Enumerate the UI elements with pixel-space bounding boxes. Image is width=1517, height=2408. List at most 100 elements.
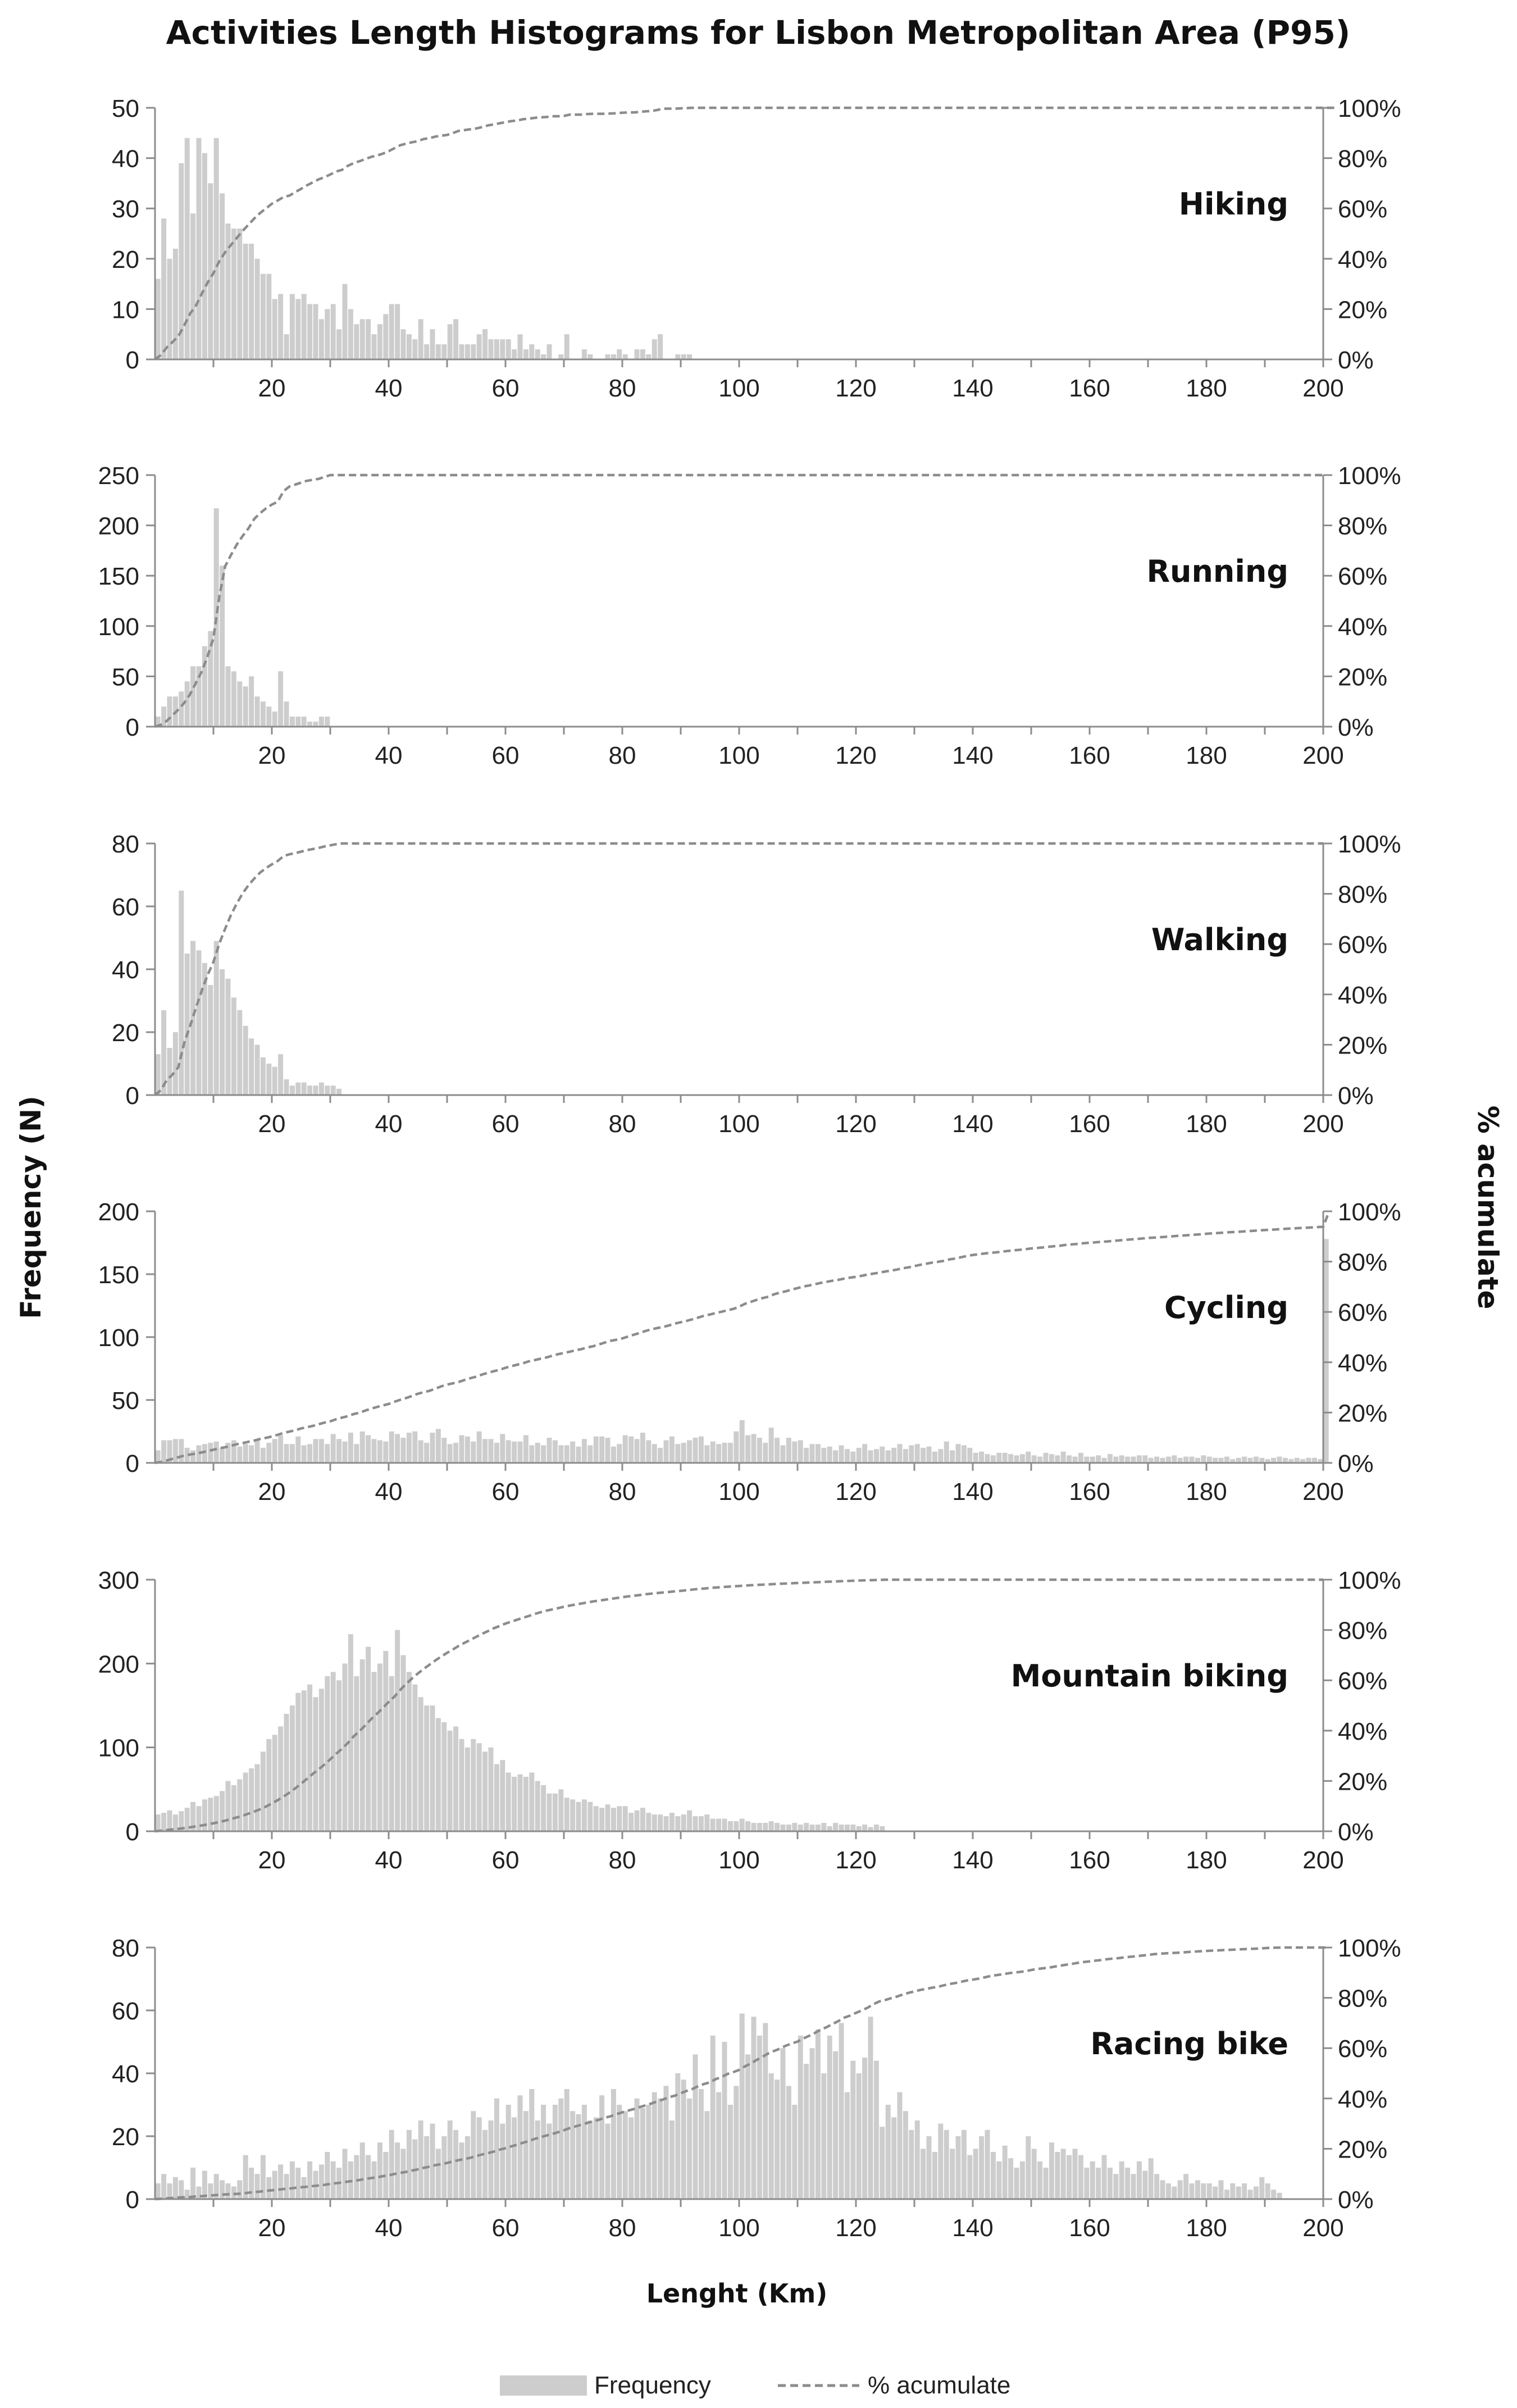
- bar: [254, 1764, 260, 1831]
- bar: [1160, 2180, 1165, 2199]
- bar: [220, 193, 225, 359]
- bar: [722, 1443, 727, 1463]
- bar: [167, 258, 172, 359]
- bar: [505, 2105, 511, 2199]
- y-tick-label: 50: [112, 1387, 139, 1415]
- bar: [786, 1825, 791, 1831]
- y2-tick-label: 80%: [1338, 1985, 1387, 2013]
- bar: [284, 1079, 289, 1095]
- bar: [546, 344, 552, 359]
- bar: [1160, 1458, 1165, 1463]
- bar: [342, 1663, 348, 1831]
- x-tick-label: 140: [952, 375, 993, 402]
- bar: [190, 213, 196, 359]
- bar: [482, 1439, 488, 1463]
- bar: [400, 1655, 406, 1831]
- bar: [389, 1676, 394, 1831]
- bar: [418, 1697, 423, 1831]
- y2-tick-label: 60%: [1338, 195, 1387, 223]
- y-tick-label: 200: [98, 1650, 139, 1678]
- x-tick-label: 20: [258, 1846, 286, 1874]
- bar: [325, 309, 330, 359]
- bar: [967, 1448, 973, 1463]
- bar: [558, 354, 564, 359]
- bar: [541, 354, 546, 359]
- bar: [1067, 2155, 1072, 2199]
- bar: [844, 1449, 850, 1463]
- x-tick-label: 200: [1302, 2214, 1343, 2242]
- bar: [1107, 1454, 1113, 1463]
- bar: [325, 2152, 330, 2199]
- bar: [231, 229, 236, 359]
- panel-label: Cycling: [1164, 1290, 1288, 1325]
- bar: [412, 339, 418, 359]
- bar: [955, 2136, 961, 2199]
- bar: [658, 1814, 663, 1831]
- bar: [318, 1689, 324, 1831]
- x-tick-label: 80: [609, 375, 636, 402]
- x-tick-label: 60: [492, 1110, 520, 1138]
- bar: [658, 334, 663, 359]
- bar: [658, 1448, 663, 1463]
- y2-tick-label: 60%: [1338, 931, 1387, 959]
- bar: [225, 224, 231, 359]
- bar: [161, 1440, 167, 1463]
- bar: [581, 1439, 587, 1463]
- bar: [208, 183, 213, 359]
- y-tick-label: 100: [98, 613, 139, 641]
- bar: [430, 1705, 435, 1831]
- bar: [529, 1772, 535, 1831]
- bar: [844, 2092, 850, 2199]
- bar: [272, 1735, 277, 1831]
- bar: [873, 2060, 879, 2199]
- bar: [558, 1445, 564, 1463]
- y-tick-label: 0: [126, 1818, 139, 1846]
- bar: [1084, 1456, 1090, 1463]
- bar: [926, 2136, 932, 2199]
- bar: [1183, 1456, 1189, 1463]
- bar: [1218, 1458, 1224, 1463]
- bar: [1265, 1459, 1270, 1463]
- bar: [751, 1434, 757, 1463]
- x-tick-label: 80: [609, 1110, 636, 1138]
- bar: [383, 314, 389, 359]
- bar: [921, 2149, 926, 2199]
- bar: [1060, 1451, 1066, 1463]
- bar: [243, 1444, 248, 1463]
- bar: [325, 1676, 330, 1831]
- bar: [1078, 1453, 1083, 1463]
- bar: [254, 1045, 260, 1095]
- bar: [184, 954, 190, 1095]
- x-tick-label: 180: [1186, 1478, 1227, 1506]
- bar: [330, 1434, 336, 1463]
- bar: [295, 299, 301, 359]
- y2-tick-label: 20%: [1338, 2136, 1387, 2163]
- bar: [856, 2073, 862, 2199]
- bar: [1259, 1458, 1265, 1463]
- bar: [587, 1445, 593, 1463]
- bar: [944, 1441, 949, 1463]
- x-tick-label: 120: [835, 1846, 876, 1874]
- bar: [804, 1448, 809, 1463]
- bar: [704, 1814, 710, 1831]
- y-tick-label: 20: [112, 246, 139, 273]
- bar: [366, 1647, 371, 1831]
- bar: [856, 1826, 862, 1831]
- bar: [652, 1444, 657, 1463]
- bar: [1002, 1453, 1008, 1463]
- bar: [213, 1796, 219, 1831]
- bar: [687, 2098, 693, 2199]
- bar: [622, 354, 628, 359]
- bar: [541, 1445, 546, 1463]
- bar: [903, 1449, 908, 1463]
- bar: [634, 1439, 640, 1463]
- y2-tick-label: 80%: [1338, 1617, 1387, 1645]
- cumulative-line: [154, 1946, 1329, 2201]
- bar: [400, 2149, 406, 2199]
- x-tick-label: 160: [1069, 742, 1110, 769]
- bar: [839, 1825, 844, 1831]
- bar: [669, 1436, 675, 1463]
- bar: [435, 2149, 441, 2199]
- bar: [254, 696, 260, 727]
